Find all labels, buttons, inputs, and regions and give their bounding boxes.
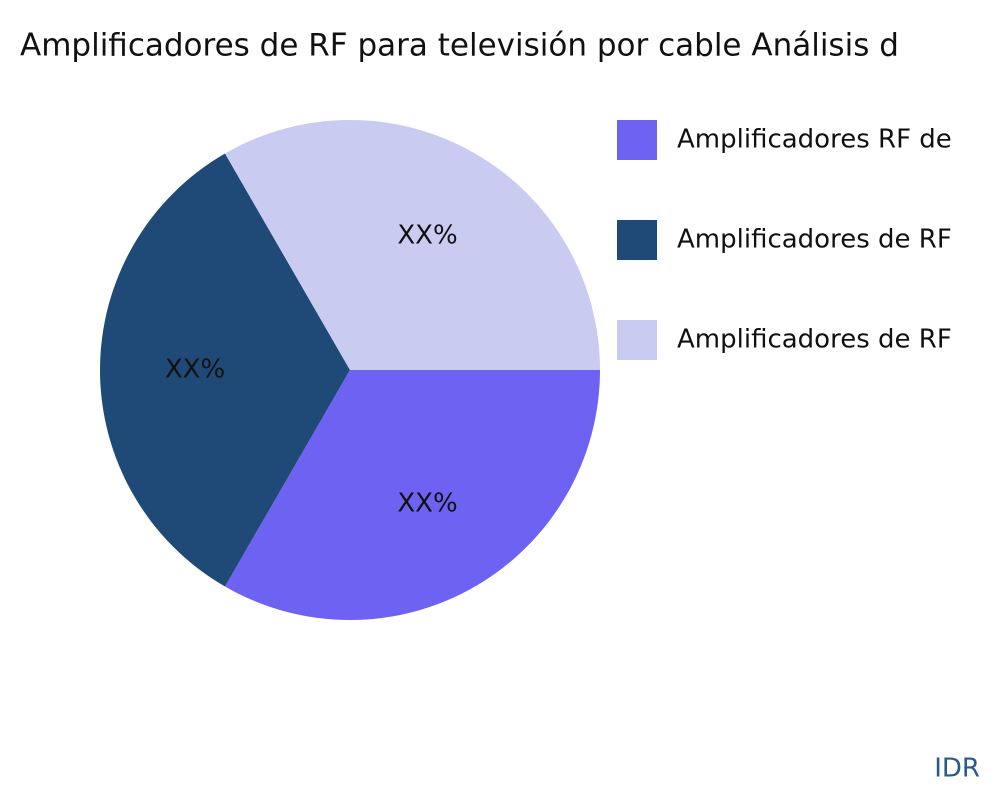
data-label: XX% bbox=[165, 355, 225, 385]
legend-label: Amplificadores RF de bbox=[677, 125, 952, 155]
data-label: XX% bbox=[397, 220, 457, 250]
legend-label: Amplificadores de RF bbox=[677, 225, 952, 255]
legend-swatch bbox=[617, 120, 657, 160]
legend-swatch bbox=[617, 320, 657, 360]
pie-slice bbox=[225, 370, 600, 620]
pie-slice bbox=[225, 119, 600, 370]
data-label: XX% bbox=[397, 489, 457, 519]
watermark: IDR bbox=[934, 754, 980, 784]
chart-title: Amplificadores de RF para televisión por… bbox=[20, 28, 899, 64]
legend-swatch bbox=[617, 220, 657, 260]
legend-label: Amplificadores de RF bbox=[677, 325, 952, 355]
